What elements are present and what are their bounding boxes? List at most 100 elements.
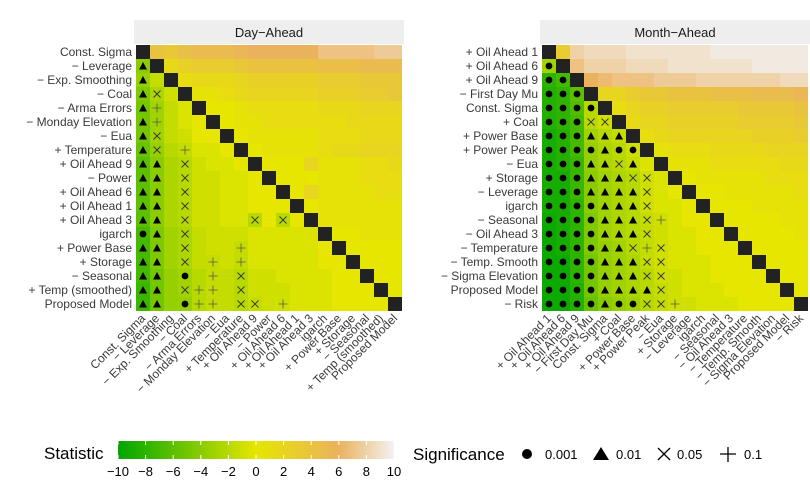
sig-circle-mark (545, 76, 553, 84)
strip-month-ahead (540, 20, 810, 44)
heatmap-cell (612, 115, 626, 129)
legend-cross-icon (657, 447, 671, 461)
heatmap-cell (276, 73, 290, 87)
heatmap-cell (290, 73, 304, 87)
heatmap-cell (570, 45, 584, 59)
heatmap-cell (290, 143, 304, 157)
heatmap-cell (360, 213, 374, 227)
heatmap-cell (388, 255, 402, 269)
heatmap-cell (304, 185, 318, 199)
colorbar-tick-label: 2 (280, 464, 287, 479)
heatmap-cell (724, 87, 738, 101)
heatmap-cell (374, 73, 388, 87)
heatmap-cell (192, 269, 206, 283)
sig-circle-mark (559, 272, 567, 280)
sig-circle-mark (559, 118, 567, 126)
heatmap-cell (738, 87, 752, 101)
heatmap-cell (290, 269, 304, 283)
heatmap-cell (584, 59, 598, 73)
heatmap-cell (192, 171, 206, 185)
sig-circle-mark (573, 188, 581, 196)
heatmap-cell (780, 269, 794, 283)
heatmap-cell (388, 297, 402, 311)
sig-circle-mark (545, 62, 553, 70)
heatmap-cell (794, 227, 808, 241)
heatmap-cell (374, 199, 388, 213)
sig-cross-mark (643, 300, 651, 308)
heatmap-cell (332, 297, 346, 311)
heatmap-cell (276, 143, 290, 157)
y-tick-coal: − Coal (97, 87, 132, 101)
heatmap-cell (374, 171, 388, 185)
heatmap-cell (738, 199, 752, 213)
heatmap-cell (290, 87, 304, 101)
heatmap-cell (682, 185, 696, 199)
heatmap-cell (192, 199, 206, 213)
sig-triangle-mark (139, 272, 147, 280)
heatmap-cell (696, 269, 710, 283)
heatmap-cell (794, 255, 808, 269)
sig-circle-mark (573, 216, 581, 224)
heatmap-cell (276, 115, 290, 129)
heatmap-cell (724, 59, 738, 73)
heatmap-cell (752, 59, 766, 73)
colorbar-tick-label: −6 (166, 464, 181, 479)
heatmap-cell (696, 101, 710, 115)
heatmap-cell (794, 45, 808, 59)
heatmap-cell (360, 227, 374, 241)
heatmap-cell (710, 269, 724, 283)
heatmap-cell (248, 59, 262, 73)
heatmap-cell (388, 269, 402, 283)
sig-cross-mark (181, 160, 189, 168)
heatmap-cell (696, 87, 710, 101)
heatmap-cell (598, 87, 612, 101)
heatmap-cell (262, 269, 276, 283)
heatmap-cell (640, 59, 654, 73)
sig-circle-mark (587, 272, 595, 280)
heatmap-cell (304, 297, 318, 311)
sig-cross-mark (601, 118, 609, 126)
heatmap-cell (192, 185, 206, 199)
heatmap-cell (374, 213, 388, 227)
sig-triangle-mark (139, 118, 147, 126)
heatmap-cell (752, 115, 766, 129)
heatmap-cell (290, 255, 304, 269)
heatmap-cell (290, 129, 304, 143)
heatmap-cell (640, 115, 654, 129)
heatmap-cell (206, 227, 220, 241)
heatmap-cell (598, 45, 612, 59)
heatmap-cell (248, 171, 262, 185)
heatmap-cell (360, 269, 374, 283)
panel-day-ahead: Day−Ahead Const. Sigma− Leverage− Exp. S… (26, 20, 404, 396)
sig-circle-mark (559, 244, 567, 252)
heatmap-cell (738, 227, 752, 241)
heatmap-cell (710, 129, 724, 143)
heatmap-cell (360, 185, 374, 199)
sig-triangle-mark (643, 286, 651, 294)
heatmap-cell (290, 157, 304, 171)
heatmap-cell (570, 59, 584, 73)
heatmap-cell (682, 129, 696, 143)
heatmap-cell (234, 185, 248, 199)
sig-cross-mark (279, 216, 287, 224)
heatmap-cell (318, 213, 332, 227)
sig-triangle-mark (139, 244, 147, 252)
y-tick-igarch: igarch (505, 199, 538, 213)
heatmap-cell (206, 45, 220, 59)
heatmap-cell (206, 73, 220, 87)
heatmap-cell (192, 227, 206, 241)
y-tick-coal: + Coal (503, 115, 538, 129)
heatmap-cell (206, 185, 220, 199)
heatmap-cell (206, 199, 220, 213)
heatmap-cell (248, 101, 262, 115)
sig-triangle-mark (139, 300, 147, 308)
heatmap-cell (738, 45, 752, 59)
heatmap-cell (220, 213, 234, 227)
sig-circle-mark (587, 216, 595, 224)
heatmap-cell (738, 73, 752, 87)
heatmap-cells-day-ahead (136, 45, 402, 311)
sig-triangle-mark (615, 272, 623, 280)
heatmap-cell (388, 171, 402, 185)
sig-cross-mark (153, 90, 161, 98)
heatmap-cell (724, 101, 738, 115)
